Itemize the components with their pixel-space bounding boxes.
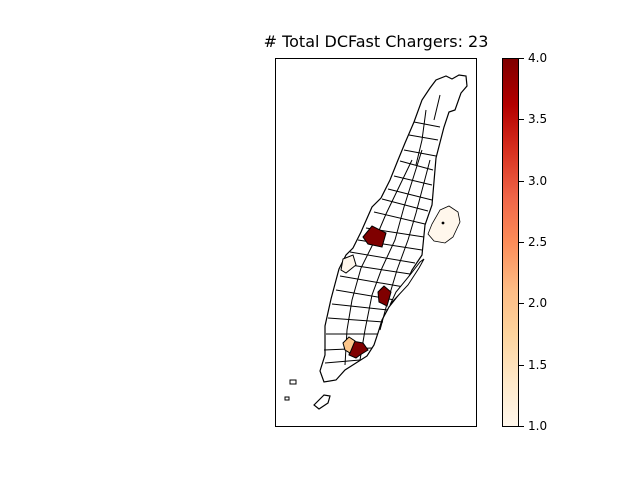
colorbar-tick-mark [519,119,524,121]
colorbar-tick-mark [519,58,524,59]
colorbar-tick-label: 1.5 [528,357,548,372]
map-axes-frame [275,58,477,427]
upper-west-zone [362,225,387,248]
governors-island [313,394,331,410]
map-title: # Total DCFast Chargers: 23 [263,32,489,51]
east-river-sliver [389,258,425,306]
chelsea-pier-zone [340,254,357,274]
roosevelt-island-zone [427,205,461,244]
roosevelt-island-marker [441,221,445,225]
colorbar-tick-label: 1.0 [528,419,548,433]
liberty-island [289,379,297,385]
colorbar-tick-mark [519,364,524,366]
colorbar-tick-mark [519,242,524,243]
colorbar-tick-label: 2.0 [528,296,548,311]
colorbar-tick-label: 3.0 [528,173,548,188]
colorbar [502,58,519,427]
colorbar-tick-label: 2.5 [528,235,548,249]
lower-west-zone [342,336,356,354]
manhattan-outline [319,74,468,383]
colorbar-tick-mark [519,426,524,427]
midtown-east-zone [377,285,392,307]
colorbar-tick-label: 3.5 [528,112,548,127]
colorbar-tick-mark [519,180,524,182]
colorbar-tick-mark [519,303,524,305]
colorbar-tick-label: 4.0 [528,51,548,65]
ellis-island [284,396,290,401]
